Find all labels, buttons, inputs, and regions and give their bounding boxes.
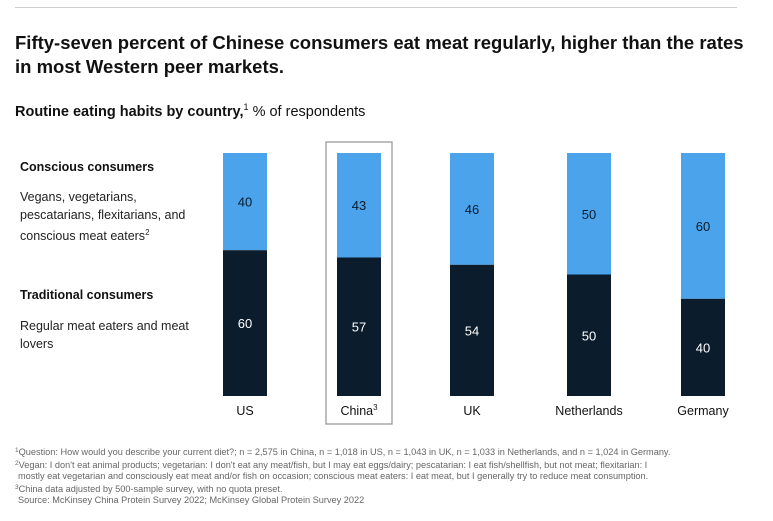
chart-headline: Fifty-seven percent of Chinese consumers… bbox=[15, 32, 744, 77]
legend-traditional-desc: Regular meat eaters and meat lovers bbox=[20, 319, 189, 351]
bar-conscious-us bbox=[223, 153, 267, 251]
footnote-3: 3China data adjusted by 500-sample surve… bbox=[15, 484, 283, 495]
category-label-us: US bbox=[236, 404, 253, 418]
subtitle-unit: % of respondents bbox=[248, 104, 366, 120]
legend-conscious-desc-text: Vegans, vegetarians, pescatarians, flexi… bbox=[20, 190, 186, 243]
bar-traditional-china bbox=[337, 257, 381, 396]
bar-conscious-uk bbox=[450, 153, 494, 265]
label-traditional-germany: 40 bbox=[696, 340, 710, 355]
category-label-germany: Germany bbox=[677, 404, 729, 418]
category-label-uk: UK bbox=[463, 404, 481, 418]
footnote-2: 2Vegan: I don't eat animal products; veg… bbox=[15, 460, 648, 471]
top-rule bbox=[15, 7, 737, 8]
label-traditional-netherlands: 50 bbox=[582, 328, 596, 343]
label-traditional-us: 60 bbox=[238, 316, 252, 331]
footnotes: 1Question: How would you describe your c… bbox=[15, 445, 760, 506]
bar-traditional-uk bbox=[450, 264, 494, 396]
source-note: Source: McKinsey China Protein Survey 20… bbox=[18, 495, 365, 506]
footnote-2-cont: mostly eat vegetarian and consciously ea… bbox=[18, 471, 649, 482]
category-footnote-mark-china: 3 bbox=[373, 403, 378, 412]
label-conscious-germany: 60 bbox=[696, 219, 710, 234]
chart-subtitle: Routine eating habits by country,1 % of … bbox=[15, 102, 365, 120]
legend-traditional-title: Traditional consumers bbox=[20, 288, 154, 302]
subtitle-bold: Routine eating habits by country, bbox=[15, 104, 244, 120]
legend-conscious-desc: Vegans, vegetarians, pescatarians, flexi… bbox=[20, 189, 200, 246]
label-conscious-china: 43 bbox=[352, 198, 366, 213]
bar-conscious-germany bbox=[681, 153, 725, 299]
bar-traditional-us bbox=[223, 250, 267, 396]
bar-traditional-netherlands bbox=[567, 274, 611, 396]
legend-conscious-footnote-mark: 2 bbox=[145, 228, 150, 237]
bar-conscious-china bbox=[337, 153, 381, 258]
footnote-1: 1Question: How would you describe your c… bbox=[15, 447, 671, 457]
label-traditional-china: 57 bbox=[352, 320, 366, 335]
legend-conscious-title: Conscious consumers bbox=[20, 160, 155, 174]
bar-traditional-germany bbox=[681, 298, 725, 396]
label-conscious-netherlands: 50 bbox=[582, 207, 596, 222]
category-label-netherlands: Netherlands bbox=[555, 404, 622, 418]
highlight-box-china bbox=[325, 141, 393, 425]
stacked-bar-chart: 40 60 US 43 57 China3 46 54 UK 50 50 Netherlands 60 4… bbox=[223, 141, 729, 425]
label-conscious-us: 40 bbox=[238, 195, 252, 210]
bar-conscious-netherlands bbox=[567, 153, 611, 275]
label-traditional-uk: 54 bbox=[465, 323, 479, 338]
category-label-china: China3 bbox=[340, 403, 378, 418]
label-conscious-uk: 46 bbox=[465, 202, 479, 217]
subtitle-footnote-mark: 1 bbox=[243, 102, 249, 112]
